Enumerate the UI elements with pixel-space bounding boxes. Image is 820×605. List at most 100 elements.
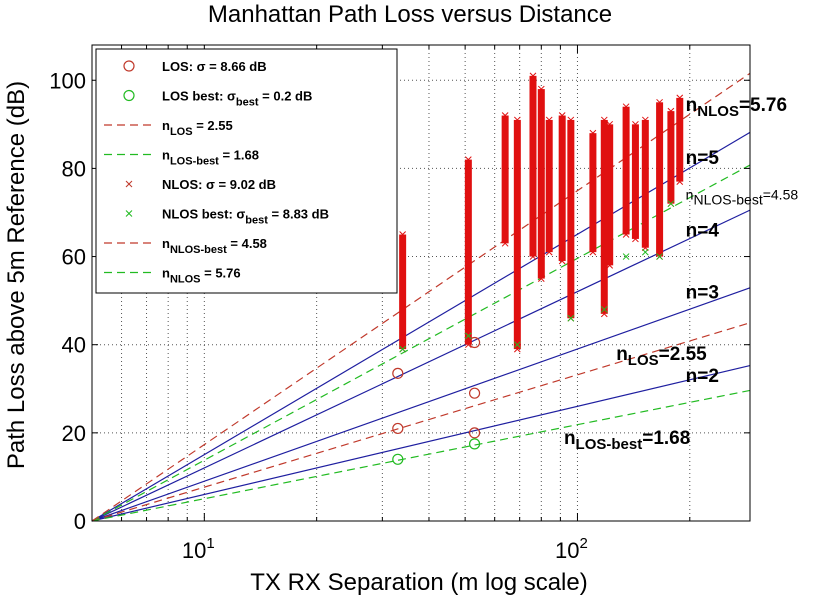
nlos-cluster: [600, 119, 608, 314]
annotation-label: nLOS-best=1.68: [564, 428, 690, 453]
nlos-cluster-bar: [622, 106, 630, 235]
y-axis-label: Path Loss above 5m Reference (dB): [3, 81, 30, 469]
nlos-cluster-bar: [641, 119, 649, 248]
x-tick-base: 10: [182, 538, 206, 563]
nlos-point: [589, 129, 597, 137]
x-stroke: [501, 112, 509, 119]
annotations: nNLOS=5.76n=5nNLOS-best=4.58n=4n=3nLOS=2…: [564, 95, 798, 453]
text-part: = 1.68: [219, 148, 259, 163]
los-point: [468, 387, 481, 399]
nlos-point: [632, 120, 639, 128]
x-stroke: [589, 129, 597, 137]
x-tick-exponent: 1: [206, 535, 214, 552]
nlos-cluster: [656, 102, 664, 257]
nlos-point: [558, 112, 566, 119]
x-stroke: [622, 103, 630, 111]
x-stroke: [513, 341, 521, 349]
legend-circle-marker: [123, 60, 135, 72]
nlos-cluster-bar: [667, 111, 675, 204]
fit-line-n-nlos: [91, 72, 751, 522]
legend-label: nLOS-best = 1.68: [162, 148, 259, 168]
y-tick-label: 0: [74, 509, 86, 534]
legend-label: LOS best: σbest = 0.2 dB: [162, 89, 312, 109]
text-part: n: [686, 186, 694, 202]
nlos-point: [399, 231, 406, 238]
nlos-point: [529, 253, 537, 260]
y-tick-label: 20: [62, 421, 86, 446]
nlos-point: [513, 116, 521, 124]
nlos-cluster: [464, 159, 472, 345]
legend-x-marker: [125, 210, 133, 217]
los-point: [468, 427, 481, 439]
legend-entry: LOS: σ = 8.66 dB: [123, 59, 267, 74]
x-stroke: [606, 262, 614, 269]
legend-label: LOS: σ = 8.66 dB: [162, 59, 267, 74]
text-part: n: [686, 95, 698, 116]
x-tick-base: 10: [555, 538, 579, 563]
axes-frame: [91, 44, 751, 522]
chart-title: Manhattan Path Loss versus Distance: [208, 1, 612, 28]
nlos-cluster: [529, 75, 537, 257]
text-part: n=3: [686, 282, 719, 303]
text-part: NLOS: σ = 9.02 dB: [162, 177, 276, 192]
text-part: =1.68: [642, 428, 690, 449]
text-part: n=4: [686, 221, 720, 242]
nlos-cluster-bar: [676, 97, 684, 182]
nlos-cluster-bar: [501, 115, 509, 244]
x-stroke: [399, 231, 406, 238]
nlos-best-point: [667, 200, 675, 208]
nlos-cluster-bar: [537, 89, 545, 279]
los-point: [392, 367, 404, 379]
fit-line-n-los: [91, 322, 751, 522]
y-tick-label: 60: [62, 245, 86, 270]
text-part: n: [564, 428, 576, 449]
text-part: n: [162, 266, 170, 281]
nlos-point: [545, 248, 553, 256]
y-tick-label: 40: [62, 333, 86, 358]
data-points: [392, 72, 684, 465]
x-stroke: [676, 94, 684, 102]
text-part: = 2.55: [193, 118, 233, 133]
nlos-cluster-bar: [600, 119, 608, 314]
text-part: NLOS best: σ: [162, 207, 245, 222]
nlos-cluster-bar: [656, 102, 664, 257]
subscript: NLOS: [170, 274, 201, 286]
nlos-cluster-bar: [631, 124, 639, 239]
x-stroke: [464, 332, 472, 340]
nlos-cluster: [537, 89, 545, 279]
subscript: NLOS-best: [693, 191, 762, 207]
text-part: = 8.83 dB: [268, 207, 329, 222]
reference-line-n2: [91, 364, 751, 522]
nlos-best-point: [464, 332, 472, 340]
subscript: best: [236, 97, 259, 109]
subscript: NLOS-best: [170, 244, 227, 256]
nlos-point: [656, 98, 663, 106]
x-stroke: [667, 200, 675, 208]
text-part: = 4.58: [227, 236, 267, 251]
nlos-cluster: [667, 111, 675, 204]
subscript: LOS-best: [576, 436, 643, 453]
x-stroke: [641, 248, 649, 256]
x-stroke: [529, 253, 537, 260]
nlos-point: [501, 112, 509, 119]
nlos-point: [676, 94, 684, 102]
nlos-point: [501, 239, 509, 247]
x-stroke: [399, 345, 406, 353]
nlos-point: [606, 120, 614, 128]
x-stroke: [656, 98, 663, 106]
x-stroke: [641, 116, 649, 124]
text-part: LOS best: σ: [162, 89, 236, 104]
text-part: =4.58: [763, 186, 799, 202]
nlos-best-point: [567, 314, 575, 322]
annotation-label: n=5: [686, 148, 720, 169]
legend-x-marker: [125, 180, 133, 188]
x-tick-label: 102: [555, 535, 588, 563]
nlos-point: [606, 262, 614, 269]
nlos-cluster: [631, 124, 639, 239]
x-stroke: [656, 253, 663, 260]
y-tick-label: 80: [62, 156, 86, 181]
legend-entry: NLOS: σ = 9.02 dB: [125, 177, 276, 192]
nlos-point: [558, 257, 566, 265]
legend-entry: LOS best: σbest = 0.2 dB: [123, 89, 312, 109]
